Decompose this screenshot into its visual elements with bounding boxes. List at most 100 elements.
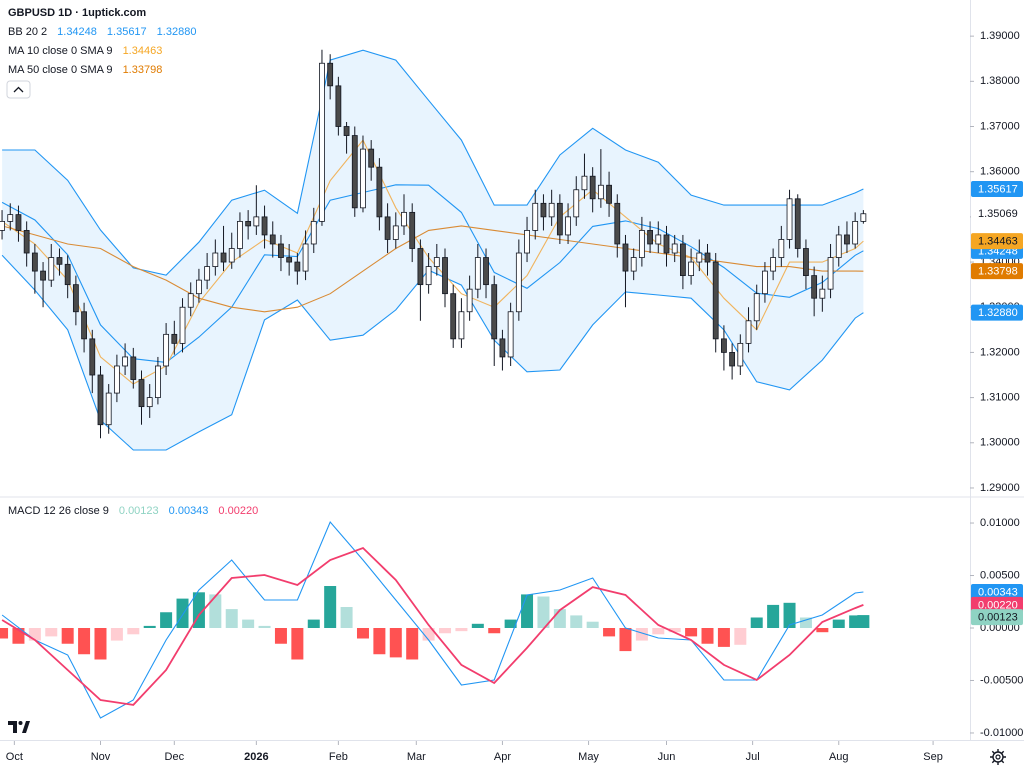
macd-line — [1, 546, 864, 706]
candle-body — [409, 211, 416, 249]
candle-body — [138, 379, 145, 408]
candle-body — [532, 202, 539, 231]
tradingview-logo[interactable] — [8, 721, 30, 733]
candle-body — [401, 211, 407, 227]
candle-body — [474, 257, 481, 290]
candle-body — [852, 220, 859, 245]
histogram-bar — [373, 627, 386, 655]
histogram-bar — [521, 594, 534, 628]
price-tag-label: 1.32880 — [978, 307, 1018, 319]
candle-body — [614, 202, 621, 245]
price-tag-bg — [971, 583, 1023, 600]
candle-body — [146, 397, 153, 408]
histogram-bar — [356, 627, 369, 639]
candle-body — [130, 356, 137, 380]
legend-row: BB 20 2 1.34248 1.35617 1.32880 — [8, 26, 196, 38]
histogram-bar — [586, 621, 599, 628]
histogram-bar — [635, 627, 648, 641]
candle-body — [7, 214, 14, 222]
candle-body — [302, 243, 309, 272]
candle-body — [376, 166, 383, 218]
candle-body — [163, 333, 170, 367]
candle-body — [261, 216, 268, 236]
legend-value: 1.33798 — [123, 64, 163, 76]
candle-body — [81, 311, 87, 340]
x-tick-label: Sep — [923, 751, 943, 763]
y-tick-label: 1.29000 — [980, 482, 1020, 494]
candle-body — [56, 257, 63, 265]
candle-body — [319, 62, 325, 222]
candle-body — [647, 230, 653, 245]
candle-body — [351, 135, 358, 209]
candle-body — [794, 198, 801, 249]
candle-body — [40, 270, 46, 281]
histogram-bar — [324, 586, 337, 628]
axes — [0, 0, 1024, 741]
candle-body — [433, 257, 440, 267]
candle-body — [23, 230, 30, 254]
candle-body — [729, 352, 736, 367]
candle-body — [155, 365, 161, 398]
candle-body — [589, 175, 596, 200]
legend-value: 1.34248 — [57, 26, 97, 38]
candle-body — [507, 311, 514, 358]
candle-body — [220, 252, 227, 263]
histogram-bar — [307, 619, 320, 628]
candle-body — [196, 279, 202, 295]
y-tick-label: -0.01000 — [980, 727, 1023, 739]
candle-body — [721, 338, 727, 353]
histogram-bar — [127, 627, 140, 635]
legend-value: 0.00343 — [169, 505, 209, 517]
candle-body — [515, 252, 522, 313]
price-tag-label: 1.35617 — [978, 183, 1018, 195]
candle-body — [228, 248, 235, 263]
candle-body — [15, 214, 22, 231]
candle-body — [540, 202, 547, 218]
histogram-bar — [504, 619, 517, 628]
chart-title: GBPUSD 1D · 1uptick.com — [8, 7, 146, 19]
candle-body — [770, 257, 777, 272]
price-tag-label: 1.34463 — [978, 236, 1018, 248]
candle-body — [442, 257, 448, 295]
x-tick-label: Apr — [494, 751, 511, 763]
candle-body — [811, 275, 818, 299]
y-tick-label: 1.39000 — [980, 30, 1020, 42]
price-tags: 1.350691.342481.356171.328801.344631.337… — [971, 180, 1023, 626]
legend-value: 0.00220 — [218, 505, 258, 517]
histogram-bar — [176, 598, 189, 628]
histogram-bar — [668, 627, 681, 633]
histogram-bar — [143, 625, 156, 628]
candle-body — [327, 62, 334, 87]
macd-line — [1, 520, 864, 719]
price-tag-label: 0.00220 — [978, 599, 1018, 611]
legend-row: MACD 12 26 close 9 0.00123 0.00343 0.00220 — [8, 505, 258, 517]
candle-body — [286, 257, 293, 263]
candle-body — [269, 234, 276, 245]
candle-body — [688, 261, 694, 277]
y-tick-label: 1.31000 — [980, 392, 1020, 404]
candle-body — [392, 225, 399, 240]
histogram-bar — [701, 627, 714, 644]
candle-body — [565, 216, 571, 236]
candle-body — [786, 198, 793, 240]
candle-body — [671, 243, 678, 254]
candle-body — [483, 257, 489, 286]
histogram-bar — [389, 627, 402, 658]
indicator-line — [2, 49, 864, 276]
collapse-button[interactable] — [6, 80, 31, 99]
legend-value: 0.00123 — [119, 505, 159, 517]
histogram-bar — [619, 627, 632, 652]
price-tag-bg — [971, 205, 1023, 222]
legend-value: 1.32880 — [157, 26, 197, 38]
settings-button[interactable] — [990, 749, 1006, 765]
histogram-bar — [717, 627, 730, 647]
candle-body — [803, 248, 809, 277]
x-tick-label: Oct — [6, 751, 23, 763]
candle-body — [573, 189, 580, 218]
candle-body — [491, 284, 498, 340]
candle-body — [360, 148, 366, 209]
histogram-bar — [767, 604, 780, 628]
histogram-bar — [28, 627, 41, 641]
